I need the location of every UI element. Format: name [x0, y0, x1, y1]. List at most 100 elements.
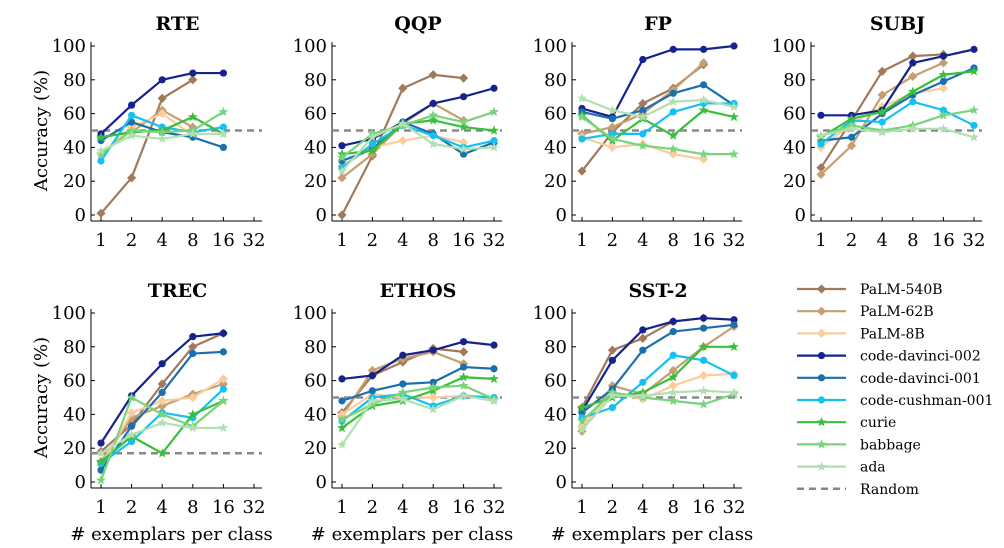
data-point [367, 365, 377, 376]
data-point [337, 439, 347, 450]
y-tick-label: 60 [304, 371, 327, 392]
x-tick-label: 1 [576, 497, 587, 518]
data-point [668, 387, 679, 397]
legend-marker [816, 461, 827, 471]
data-point [877, 66, 887, 76]
x-tick-label: 2 [846, 230, 857, 251]
data-point [848, 133, 856, 141]
y-tick-label: 0 [75, 472, 86, 493]
data-point [700, 314, 708, 322]
y-tick-label: 100 [52, 303, 86, 324]
y-tick-label: 0 [556, 205, 567, 226]
data-point [577, 93, 587, 103]
data-point [459, 73, 469, 83]
data-point [639, 55, 647, 64]
panel-ethos: ETHOS 0 20 40 60 80 100 1 2 4 8 16 32 # exemplars per… [293, 280, 514, 545]
data-point [577, 402, 587, 412]
data-point [637, 390, 648, 401]
data-point [639, 378, 647, 386]
data-point [639, 130, 647, 138]
data-point [126, 130, 137, 140]
legend-label: code-cushman-001 [860, 393, 993, 409]
data-point [338, 142, 346, 150]
x-tick-label: 4 [637, 230, 648, 251]
data-point [458, 372, 469, 382]
data-point [157, 401, 167, 411]
data-point [126, 125, 137, 135]
data-point [730, 371, 738, 380]
y-tick-label: 40 [783, 137, 806, 158]
data-point [428, 385, 439, 395]
data-point [189, 349, 197, 358]
data-point [338, 397, 346, 405]
data-point [429, 131, 437, 140]
data-point [578, 135, 586, 143]
panel-fp: FP 0 20 40 60 80 100 1 2 4 8 16 32 [533, 13, 746, 251]
series-line [341, 119, 495, 156]
y-tick-label: 40 [544, 137, 567, 158]
legend-label: Random [860, 482, 919, 498]
data-point [429, 346, 437, 354]
y-tick-label: 100 [533, 303, 567, 324]
x-axis-label: # exemplars per class [551, 524, 753, 545]
data-point [637, 111, 648, 122]
panel-rte: RTE 0 20 40 60 80 100 1 2 4 8 16 32 Accuracy (%) [31, 13, 265, 251]
data-point [970, 45, 978, 53]
panel-subj: SUBJ 0 20 40 60 80 100 1 2 4 8 16 32 [772, 13, 986, 251]
data-point [669, 317, 677, 326]
panel-qqp: QQP 0 20 40 60 80 100 1 2 4 8 16 32 [293, 13, 506, 251]
data-point [847, 141, 857, 151]
legend-marker [816, 417, 827, 427]
data-point [127, 413, 137, 423]
data-point [489, 125, 499, 135]
legend-label: PaLM-8B [860, 326, 925, 342]
data-point [458, 390, 469, 401]
legend-marker [816, 328, 827, 338]
data-point [397, 393, 408, 404]
data-point [338, 375, 346, 383]
x-tick-label: 32 [483, 230, 506, 251]
legend-label: code-davinci-001 [860, 371, 981, 387]
data-point [97, 466, 105, 474]
series-curie [577, 105, 739, 145]
legend-item-palm-540b: PaLM-540B [797, 282, 943, 298]
data-point [490, 365, 498, 373]
data-point [639, 346, 647, 354]
x-tick-label: 2 [607, 497, 618, 518]
data-point [397, 118, 408, 128]
y-tick-label: 0 [795, 205, 806, 226]
data-point [187, 111, 198, 122]
y-tick-label: 0 [316, 472, 327, 493]
x-tick-label: 1 [95, 497, 106, 518]
legend-item-random: Random [797, 482, 919, 498]
data-point [489, 142, 499, 152]
data-point [428, 70, 438, 80]
data-point [607, 122, 617, 132]
data-point [127, 173, 137, 183]
y-tick-label: 100 [772, 36, 806, 57]
x-tick-label: 16 [212, 497, 235, 518]
data-point [187, 128, 198, 139]
panel-trec: TREC 0 20 40 60 80 100 1 2 4 8 16 32 Accuracy (%) # ex… [31, 280, 273, 545]
data-point [368, 371, 376, 380]
data-point [608, 404, 617, 412]
data-point [219, 123, 227, 131]
legend-label: PaLM-62B [860, 304, 934, 320]
data-point [96, 148, 106, 159]
series-ada [96, 128, 229, 155]
data-point [608, 115, 617, 123]
data-point [938, 83, 948, 93]
data-point [128, 422, 136, 430]
data-point [907, 86, 918, 96]
y-tick-label: 40 [63, 404, 86, 425]
data-point [218, 379, 228, 389]
x-tick-label: 32 [483, 497, 506, 518]
data-point [399, 351, 407, 359]
data-point [398, 136, 408, 146]
x-tick-label: 16 [692, 230, 715, 251]
data-point [96, 448, 106, 458]
data-point [668, 365, 678, 376]
data-point [698, 94, 709, 105]
panel-title: SUBJ [870, 13, 925, 35]
data-point [730, 42, 738, 50]
